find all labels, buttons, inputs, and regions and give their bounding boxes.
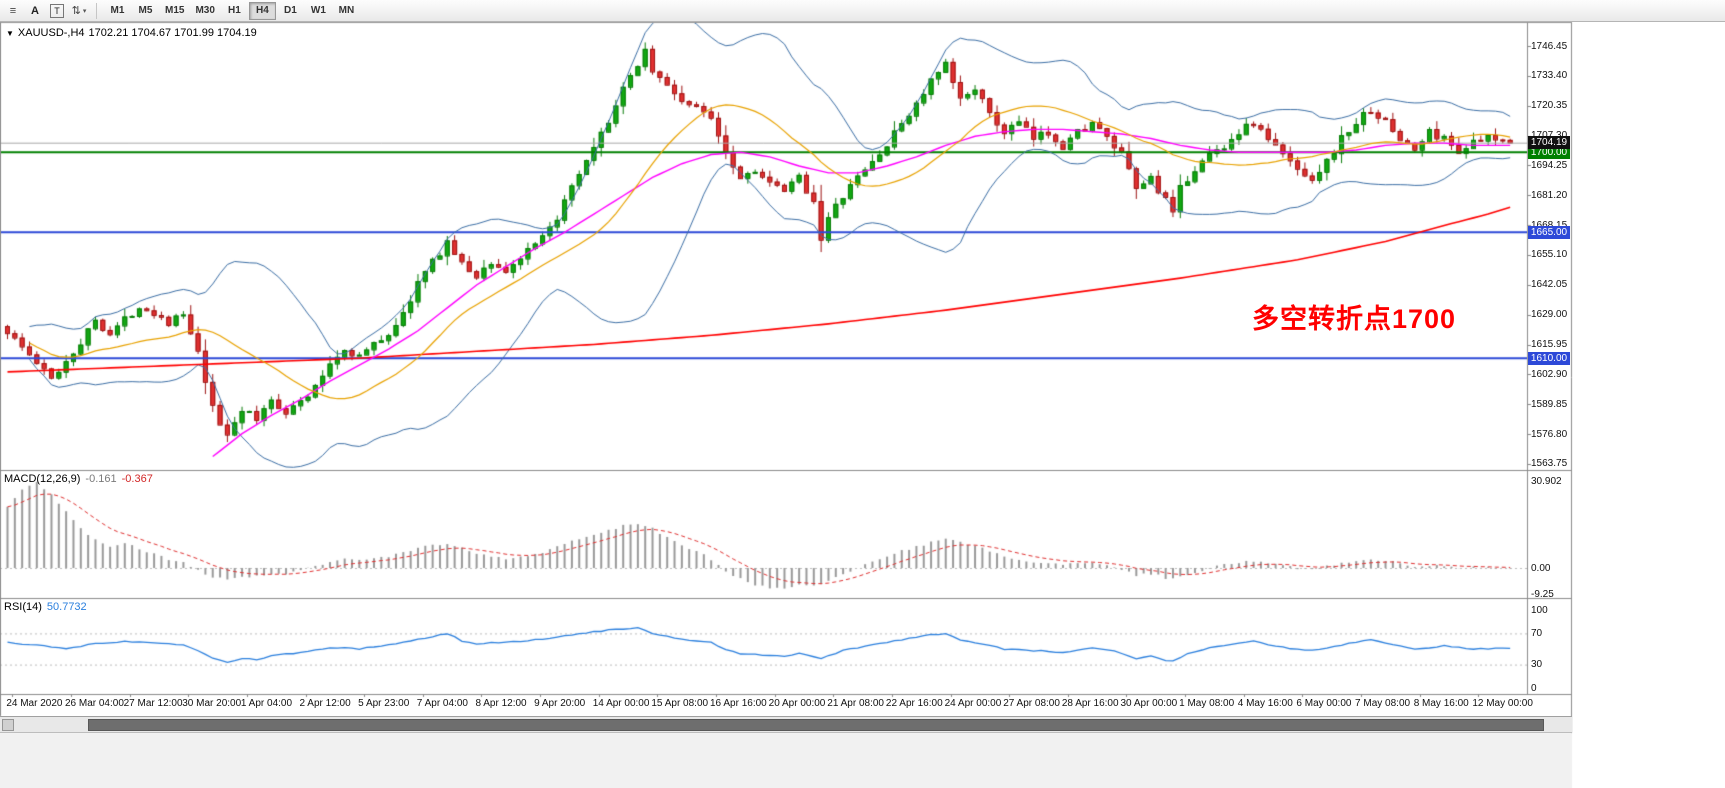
time-axis-label: 26 Mar 04:00 — [64, 698, 124, 709]
timeframe-mn-button[interactable]: MN — [333, 2, 360, 20]
rsi-axis-label: 0 — [1531, 682, 1537, 694]
time-axis-label: 30 Mar 20:00 — [182, 698, 242, 709]
toolbar-separator — [96, 2, 97, 19]
time-axis-label: 2 Apr 12:00 — [299, 698, 351, 709]
price-axis-label: 1668.15 — [1531, 220, 1567, 231]
price-axis-label: 1629.00 — [1531, 309, 1568, 321]
toolbar: ≡ A T ⇅ ▾ M1 M5 M15 M30 H1 H4 D1 W1 MN — [0, 0, 1725, 22]
cursor-tool-button[interactable]: A — [25, 2, 45, 20]
time-axis-label: 12 May 00:00 — [1472, 698, 1533, 709]
timeframe-h1-button[interactable]: H1 — [221, 2, 248, 20]
price-axis-label: 1746.45 — [1531, 40, 1568, 52]
time-axis-label: 27 Apr 08:00 — [1003, 698, 1060, 709]
timeframe-m30-button[interactable]: M30 — [190, 2, 219, 20]
price-axis-label: 1642.05 — [1531, 279, 1568, 291]
timeframe-buttons: M1 M5 M15 M30 H1 H4 D1 W1 MN — [104, 1, 360, 20]
price-axis-label: 1615.95 — [1531, 339, 1568, 351]
price-axis-label: 1707.30 — [1531, 130, 1567, 141]
text-tool-label: T — [50, 3, 64, 18]
timeframe-d1-button[interactable]: D1 — [277, 2, 304, 20]
timeframe-m5-button[interactable]: M5 — [132, 2, 159, 20]
rsi-axis-label: 100 — [1531, 604, 1548, 616]
level-price-tag: 1665.00 — [1528, 225, 1570, 239]
timeframe-w1-button[interactable]: W1 — [305, 2, 332, 20]
time-axis-label: 24 Mar 2020 — [6, 698, 63, 709]
ohlc-values: 1702.21 1704.67 1701.99 1704.19 — [88, 27, 257, 39]
cursor-tool-label: A — [31, 4, 39, 17]
time-axis-label: 6 May 00:00 — [1296, 698, 1352, 709]
timeframe-h4-button[interactable]: H4 — [248, 1, 276, 20]
current-price-tag: 1704.19 — [1528, 136, 1570, 150]
time-axis-label: 14 Apr 00:00 — [592, 698, 650, 709]
price-axis-label: 1681.20 — [1531, 189, 1568, 201]
price-axis-label: 1694.25 — [1531, 159, 1568, 171]
time-axis-label: 16 Apr 16:00 — [710, 698, 767, 709]
macd-axis-label: -9.25 — [1531, 588, 1554, 600]
timeframe-m15-button[interactable]: M15 — [160, 2, 189, 20]
price-axis-label: 1563.75 — [1531, 458, 1568, 470]
macd-indicator-label: MACD(12,26,9) -0.161 -0.367 — [4, 473, 158, 485]
scrollbar-thumb[interactable] — [88, 719, 1544, 731]
time-axis-label: 15 Apr 08:00 — [651, 698, 709, 709]
time-axis-label: 8 Apr 12:00 — [475, 698, 527, 709]
chevron-down-icon: ▾ — [82, 7, 87, 15]
time-axis-label: 24 Apr 00:00 — [944, 698, 1002, 709]
time-axis-label: 22 Apr 16:00 — [885, 698, 943, 709]
macd-signal-value: -0.367 — [121, 473, 153, 485]
symbol-period-label: XAUUSD-,H4 — [17, 27, 85, 39]
time-axis-label: 7 Apr 04:00 — [416, 698, 468, 709]
macd-axis-label: 30.902 — [1531, 475, 1562, 487]
price-axis-label: 1576.80 — [1531, 428, 1568, 440]
macd-name: MACD(12,26,9) — [4, 473, 81, 485]
symbol-dropdown-icon[interactable]: ▼ — [6, 29, 14, 38]
annotation-text: 多空转折点1700 — [1252, 304, 1457, 334]
price-axis-label: 1602.90 — [1531, 368, 1568, 380]
time-axis-label: 9 Apr 20:00 — [534, 698, 586, 709]
macd-axis-label: 0.00 — [1531, 562, 1551, 574]
level-price-tag: 1610.00 — [1528, 351, 1570, 365]
time-axis-label: 5 Apr 23:00 — [358, 698, 410, 709]
time-axis-label: 20 Apr 00:00 — [768, 698, 826, 709]
time-axis-label: 1 May 08:00 — [1179, 698, 1235, 709]
price-axis-label: 1733.40 — [1531, 70, 1568, 82]
macd-main-value: -0.161 — [85, 473, 117, 485]
rsi-name: RSI(14) — [4, 601, 42, 613]
time-axis-label: 21 Apr 08:00 — [827, 698, 884, 709]
time-axis-label: 7 May 08:00 — [1355, 698, 1411, 709]
rsi-value: 50.7732 — [46, 601, 87, 613]
timeframe-m1-button[interactable]: M1 — [104, 2, 131, 20]
text-tool-button[interactable]: T — [47, 2, 67, 20]
time-axis-label: 1 Apr 04:00 — [240, 698, 293, 709]
scroll-shift-tool-button[interactable]: ⇅ ▾ — [69, 2, 89, 20]
rsi-axis-label: 70 — [1531, 627, 1543, 639]
scroll-arrows-icon: ⇅ — [71, 5, 81, 17]
time-axis-label: 4 May 16:00 — [1237, 698, 1293, 709]
charts-list-icon[interactable]: ≡ — [3, 2, 23, 20]
time-axis-label: 28 Apr 16:00 — [1061, 698, 1119, 709]
time-axis-label: 30 Apr 00:00 — [1120, 698, 1178, 709]
rsi-axis-label: 30 — [1531, 659, 1543, 671]
scroll-home-box[interactable] — [2, 719, 14, 731]
time-axis-label: 27 Mar 12:00 — [123, 698, 183, 709]
time-axis-label: 8 May 16:00 — [1413, 698, 1469, 709]
price-axis-label: 1720.35 — [1531, 100, 1568, 112]
horizontal-scrollbar[interactable] — [0, 716, 1572, 733]
price-axis-label: 1589.85 — [1531, 398, 1568, 410]
chart-title: ▼ XAUUSD-,H4 1702.21 1704.67 1701.99 1704.… — [6, 27, 261, 39]
menu-icon: ≡ — [9, 4, 17, 17]
rsi-indicator-label: RSI(14) 50.7732 — [4, 601, 92, 613]
price-axis-label: 1655.10 — [1531, 249, 1568, 261]
